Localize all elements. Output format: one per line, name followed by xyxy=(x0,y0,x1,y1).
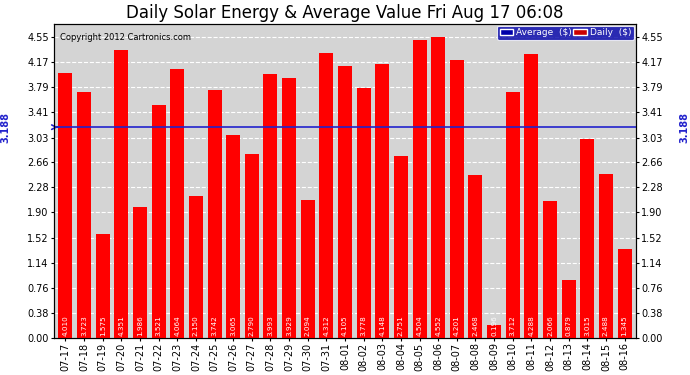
Text: 4.201: 4.201 xyxy=(454,315,460,336)
Text: 3.742: 3.742 xyxy=(212,315,217,336)
Text: 2.150: 2.150 xyxy=(193,315,199,336)
Text: 3.723: 3.723 xyxy=(81,315,87,336)
Legend: Average  ($), Daily  ($): Average ($), Daily ($) xyxy=(497,26,634,40)
Bar xyxy=(338,66,352,338)
Text: 4.552: 4.552 xyxy=(435,315,441,336)
Text: 4.351: 4.351 xyxy=(119,315,124,336)
Bar xyxy=(245,153,259,338)
Bar xyxy=(469,175,482,338)
Text: 3.521: 3.521 xyxy=(156,315,161,336)
Text: 3.188: 3.188 xyxy=(1,112,10,142)
Text: 4.010: 4.010 xyxy=(63,315,68,336)
Bar xyxy=(599,174,613,338)
Text: 4.064: 4.064 xyxy=(175,315,180,336)
Text: 4.288: 4.288 xyxy=(529,315,534,336)
Text: 2.094: 2.094 xyxy=(305,315,310,336)
Bar xyxy=(264,74,277,338)
Text: 1.345: 1.345 xyxy=(622,315,627,336)
Bar xyxy=(133,207,147,338)
Text: 4.504: 4.504 xyxy=(417,315,422,336)
Bar xyxy=(189,196,203,338)
Text: 3.993: 3.993 xyxy=(268,315,273,336)
Text: 3.712: 3.712 xyxy=(510,315,515,336)
Text: 3.778: 3.778 xyxy=(361,315,366,336)
Title: Daily Solar Energy & Average Value Fri Aug 17 06:08: Daily Solar Energy & Average Value Fri A… xyxy=(126,4,564,22)
Bar xyxy=(226,135,240,338)
Bar xyxy=(170,69,184,338)
Text: 0.879: 0.879 xyxy=(566,315,571,336)
Bar xyxy=(77,92,91,338)
Bar xyxy=(357,88,371,338)
Bar xyxy=(375,64,389,338)
Bar xyxy=(152,105,166,338)
Text: 2.790: 2.790 xyxy=(249,315,255,336)
Bar xyxy=(506,93,520,338)
Bar xyxy=(282,78,296,338)
Text: 3.929: 3.929 xyxy=(286,315,292,336)
Bar xyxy=(562,280,575,338)
Text: 4.105: 4.105 xyxy=(342,315,348,336)
Text: Copyright 2012 Cartronics.com: Copyright 2012 Cartronics.com xyxy=(60,33,191,42)
Text: 2.066: 2.066 xyxy=(547,315,553,336)
Text: 1.575: 1.575 xyxy=(100,315,106,336)
Bar xyxy=(115,50,128,338)
Bar xyxy=(431,37,445,338)
Text: 2.488: 2.488 xyxy=(603,315,609,336)
Text: 2.468: 2.468 xyxy=(473,315,478,336)
Bar xyxy=(487,325,501,338)
Text: 3.065: 3.065 xyxy=(230,315,236,336)
Bar xyxy=(59,73,72,338)
Text: 3.188: 3.188 xyxy=(680,112,689,142)
Bar xyxy=(580,139,594,338)
Bar xyxy=(319,53,333,338)
Bar xyxy=(394,156,408,338)
Text: 1.986: 1.986 xyxy=(137,315,143,336)
Bar xyxy=(301,200,315,338)
Bar xyxy=(413,40,426,338)
Bar xyxy=(96,234,110,338)
Text: 0.196: 0.196 xyxy=(491,315,497,336)
Text: 4.312: 4.312 xyxy=(324,315,329,336)
Bar xyxy=(543,201,557,338)
Bar xyxy=(450,60,464,338)
Bar xyxy=(208,90,221,338)
Text: 4.148: 4.148 xyxy=(380,315,385,336)
Text: 2.751: 2.751 xyxy=(398,315,404,336)
Bar xyxy=(524,54,538,338)
Text: 3.015: 3.015 xyxy=(584,315,590,336)
Bar xyxy=(618,249,631,338)
